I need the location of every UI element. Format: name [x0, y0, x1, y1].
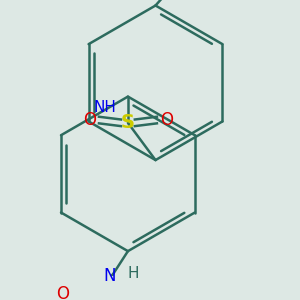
Text: NH: NH [93, 100, 116, 115]
Text: S: S [121, 113, 135, 132]
Text: H: H [128, 266, 139, 281]
Text: O: O [57, 285, 70, 300]
Text: N: N [104, 267, 116, 285]
Text: O: O [83, 111, 96, 129]
Text: O: O [160, 111, 173, 129]
